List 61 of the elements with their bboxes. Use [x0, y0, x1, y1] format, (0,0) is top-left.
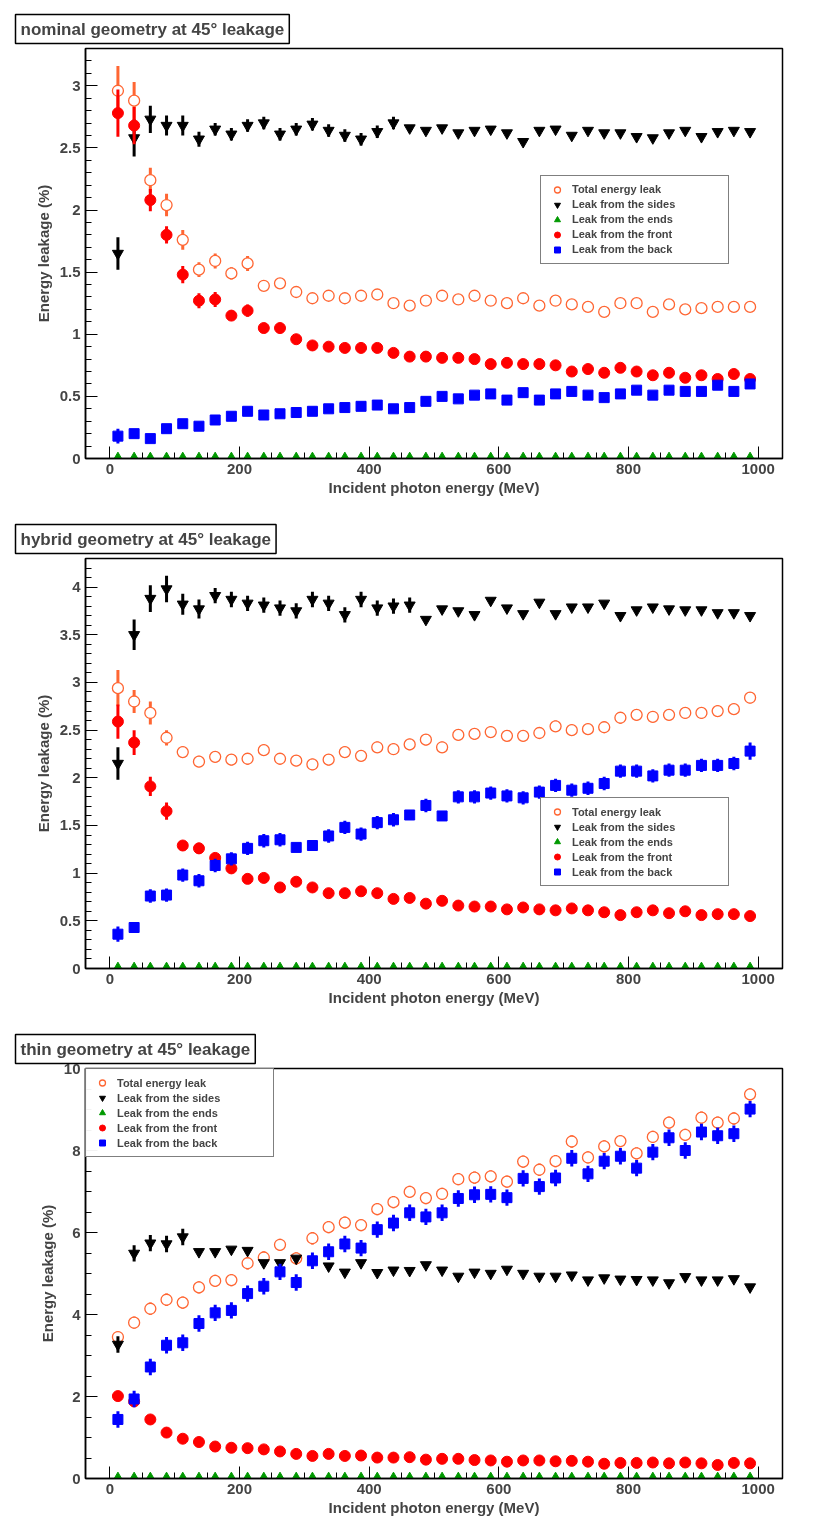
y-axis-title: Energy leakage (%) [34, 184, 52, 323]
y-tick-label: 8 [72, 1141, 81, 1159]
y-tick-label: 4 [72, 578, 82, 596]
y-tick-label: 3.5 [59, 625, 81, 643]
legend-label: Leak from the ends [117, 1105, 219, 1120]
legend-label: Total energy leak [572, 182, 663, 197]
y-tick-label: 4 [72, 1305, 82, 1323]
x-tick-label: 0 [105, 459, 114, 477]
y-tick-label: 0.5 [59, 387, 81, 405]
x-tick-label: 800 [616, 1479, 642, 1497]
legend-label: Leak from the front [572, 227, 674, 242]
x-tick-label: 800 [616, 459, 642, 477]
y-tick-label: 2 [72, 1387, 81, 1405]
x-tick-label: 400 [356, 1479, 382, 1497]
y-tick-label: 6 [72, 1223, 81, 1241]
x-tick-label: 1000 [741, 1479, 775, 1497]
chart-title: thin geometry at 45° leakage [20, 1039, 251, 1059]
y-tick-label: 2.5 [59, 721, 81, 739]
x-tick-label: 200 [226, 1479, 253, 1497]
legend-label: Leak from the back [572, 864, 674, 880]
x-tick-label: 400 [356, 459, 382, 477]
y-tick-label: 3 [72, 76, 81, 94]
legend-label: Leak from the ends [572, 834, 674, 850]
chart-title: nominal geometry at 45° leakage [20, 19, 285, 39]
y-tick-label: 1.5 [59, 263, 81, 281]
y-tick-label: 2 [72, 768, 81, 786]
y-tick-label: 3 [72, 673, 81, 691]
x-tick-label: 0 [105, 969, 114, 987]
legend-label: Leak from the back [572, 242, 674, 257]
x-tick-label: 0 [105, 1479, 114, 1497]
y-axis-title: Energy leakage (%) [38, 1204, 56, 1343]
x-tick-label: 800 [616, 969, 642, 987]
x-axis-title: Incident photon energy (MeV) [328, 988, 540, 1006]
x-tick-label: 200 [226, 969, 253, 987]
x-tick-label: 1000 [741, 459, 775, 477]
chart-title: hybrid geometry at 45° leakage [20, 529, 272, 549]
legend-label: Leak from the front [117, 1120, 219, 1135]
y-tick-label: 1.5 [59, 816, 81, 834]
x-tick-label: 1000 [741, 969, 775, 987]
y-tick-label: 2 [72, 201, 81, 219]
y-tick-label: 0.5 [59, 911, 81, 929]
legend-label: Leak from the front [572, 849, 674, 865]
y-tick-label: 10 [63, 1059, 81, 1077]
legend-label: Leak from the sides [117, 1090, 222, 1105]
legend-label: Leak from the sides [572, 197, 677, 212]
legend-label: Leak from the ends [572, 212, 674, 227]
x-tick-label: 600 [486, 459, 512, 477]
y-tick-label: 2.5 [59, 138, 81, 156]
x-tick-label: 200 [226, 459, 253, 477]
legend-label: Leak from the back [117, 1135, 219, 1150]
x-axis-title: Incident photon energy (MeV) [328, 478, 540, 496]
y-tick-label: 1 [72, 864, 81, 882]
legend-label: Total energy leak [572, 804, 663, 820]
x-axis-title: Incident photon energy (MeV) [328, 1498, 540, 1516]
x-tick-label: 400 [356, 969, 382, 987]
y-tick-label: 1 [72, 325, 81, 343]
x-tick-label: 600 [486, 969, 512, 987]
x-tick-label: 600 [486, 1479, 512, 1497]
legend-label: Leak from the sides [572, 819, 677, 835]
legend-label: Total energy leak [117, 1075, 208, 1090]
y-axis-title: Energy leakage (%) [34, 694, 52, 833]
